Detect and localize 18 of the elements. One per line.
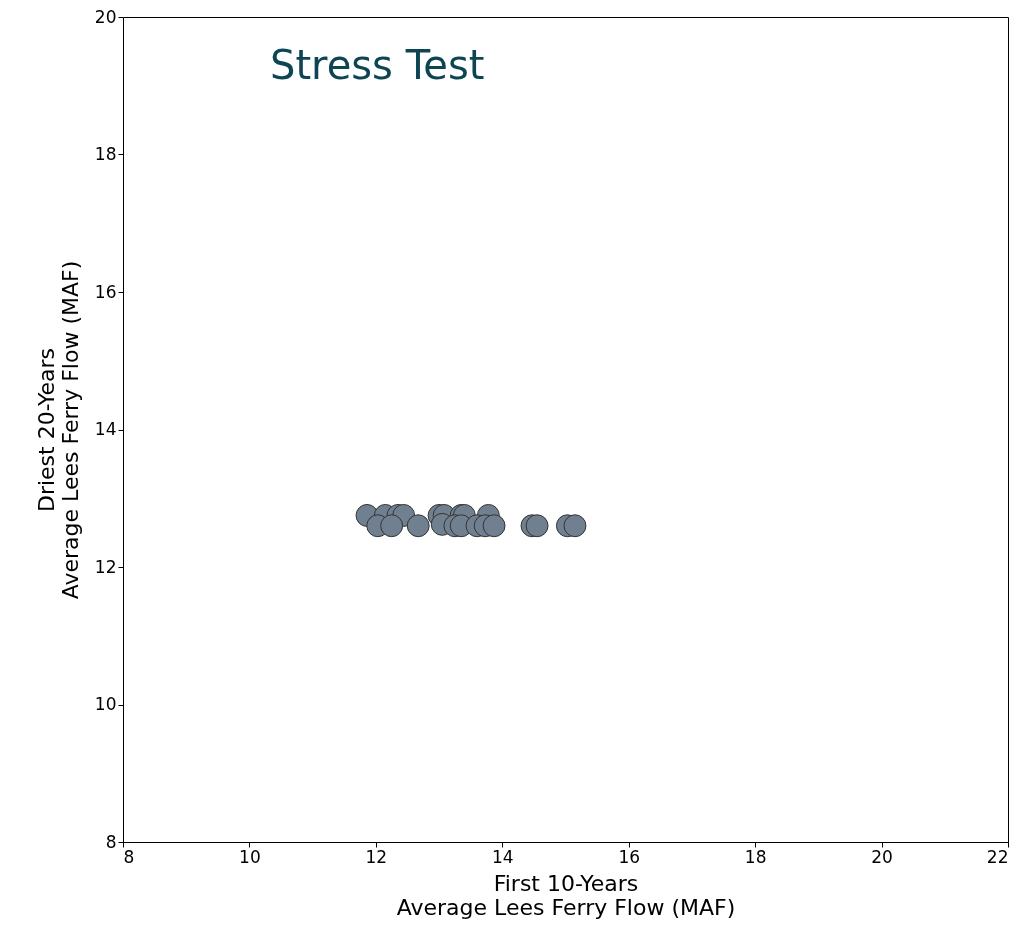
x-tick-label: 14 [491,846,514,867]
y-tick-label: 12 [94,556,117,577]
y-axis-title: Driest 20-Years Average Lees Ferry Flow (MAF) [33,260,83,600]
x-tick-label: 8 [123,846,135,867]
y-tick-label: 14 [94,419,117,439]
text: Stress Test [270,42,485,88]
y-tick-label: 10 [94,694,117,714]
x-tick-label: 18 [744,846,767,867]
x-axis-title: First 10-Years Average Lees Ferry Flow (MAF) [396,870,736,920]
x-tick-label: 12 [365,846,388,867]
y-tick-label: 16 [94,281,117,302]
y-tick-label: 18 [94,144,117,164]
y-tick-label: 20 [94,6,117,27]
x-tick-label: 20 [871,846,893,867]
x-tick-label: 10 [239,846,261,867]
y-tick-label: 8 [105,831,117,852]
x-tick-label: 16 [618,846,641,867]
x-tick-label: 22 [986,846,1009,867]
